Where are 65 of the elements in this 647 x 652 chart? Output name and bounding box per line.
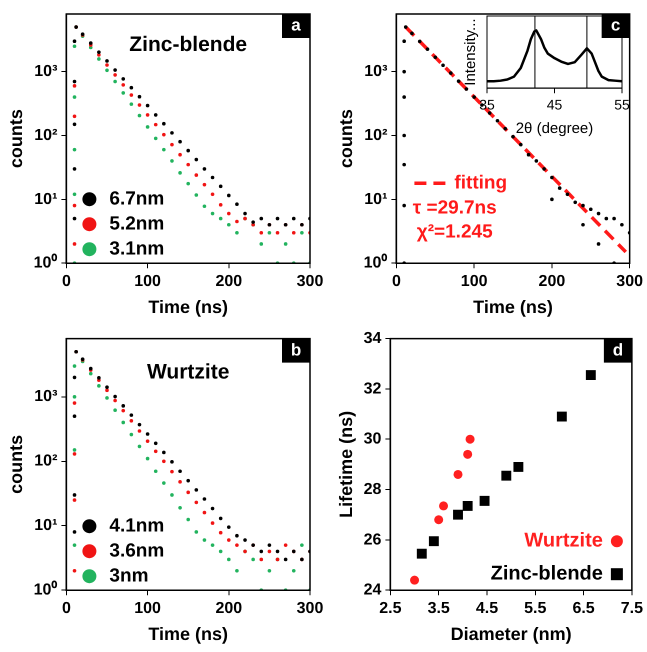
y-axis-title: Intensity... xyxy=(462,18,480,86)
y-tick-label: 10⁰ xyxy=(364,254,388,272)
x-axis-title: Time (ns) xyxy=(148,624,228,644)
legend-label: 6.7nm xyxy=(109,188,164,210)
x-tick-label: 0 xyxy=(62,273,71,290)
x-tick-label: 55 xyxy=(614,96,630,112)
y-tick-label: 10³ xyxy=(34,388,58,406)
x-tick-label: 2.5 xyxy=(379,600,402,618)
x-tick-label: 6.5 xyxy=(572,600,595,618)
y-tick-label: 10³ xyxy=(34,63,58,80)
y-axis-title: counts xyxy=(6,109,26,168)
y-tick-label: 34 xyxy=(364,330,382,348)
legend-label: 3nm xyxy=(109,565,148,586)
x-tick-label: 3.5 xyxy=(428,600,450,618)
annotation: c xyxy=(610,16,620,35)
x-tick-label: 300 xyxy=(296,600,324,618)
x-tick-label: 0 xyxy=(62,600,71,618)
y-tick-label: 10¹ xyxy=(364,190,388,208)
y-tick-label: 30 xyxy=(364,430,382,448)
x-axis-title: Time (ns) xyxy=(148,297,228,318)
x-tick-label: 100 xyxy=(134,600,162,618)
x-tick-label: 200 xyxy=(215,273,242,290)
x-tick-label: 200 xyxy=(215,600,242,618)
y-tick-label: 10⁰ xyxy=(34,580,58,599)
legend-label: Zinc-blende xyxy=(490,562,603,585)
y-tick-label: 10² xyxy=(364,126,388,144)
legend-label: 3.1nm xyxy=(109,238,164,260)
x-tick-label: 100 xyxy=(460,273,488,290)
text: Wurtzite xyxy=(146,360,230,384)
y-tick-label: 10³ xyxy=(364,63,388,80)
x-tick-label: 45 xyxy=(546,96,562,112)
x-axis-title: Diameter (nm) xyxy=(450,624,572,644)
legend-label: 5.2nm xyxy=(109,213,164,234)
y-axis-title: counts xyxy=(336,109,356,168)
legend-label: 4.1nm xyxy=(109,515,164,536)
legend-label: 3.6nm xyxy=(109,540,164,562)
x-tick-label: 300 xyxy=(616,273,644,290)
x-tick-label: 5.5 xyxy=(524,600,547,618)
annotation: τ =29.7ns xyxy=(412,198,497,219)
annotation: χ²=1.245 xyxy=(416,221,494,242)
y-axis-title: Lifetime (ns) xyxy=(336,410,356,518)
x-tick-label: 7.5 xyxy=(620,600,644,618)
legend-label: Wurtzite xyxy=(524,530,603,552)
annotation: d xyxy=(612,340,624,360)
x-tick-label: 300 xyxy=(296,273,324,290)
y-tick-label: 10² xyxy=(34,452,58,470)
y-tick-label: 10¹ xyxy=(34,190,58,208)
y-tick-label: 28 xyxy=(364,480,382,498)
x-tick-label: 0 xyxy=(392,273,401,290)
y-tick-label: 32 xyxy=(364,380,382,398)
y-tick-label: 24 xyxy=(364,582,382,599)
text: Zinc-blende xyxy=(129,32,248,56)
x-tick-label: 4.5 xyxy=(476,600,498,618)
x-axis-title: Time (ns) xyxy=(473,297,553,318)
x-axis-title: 2θ (degree) xyxy=(516,120,594,138)
x-tick-label: 200 xyxy=(538,273,566,290)
annotation: b xyxy=(290,340,302,360)
y-tick-label: 10¹ xyxy=(34,517,58,534)
y-tick-label: 26 xyxy=(364,531,382,548)
y-tick-label: 10⁰ xyxy=(34,254,58,272)
x-tick-label: 100 xyxy=(134,273,162,290)
y-axis-title: counts xyxy=(6,434,26,494)
y-tick-label: 10² xyxy=(34,126,58,144)
annotation: a xyxy=(291,16,302,35)
legend-label: fitting xyxy=(454,172,508,194)
